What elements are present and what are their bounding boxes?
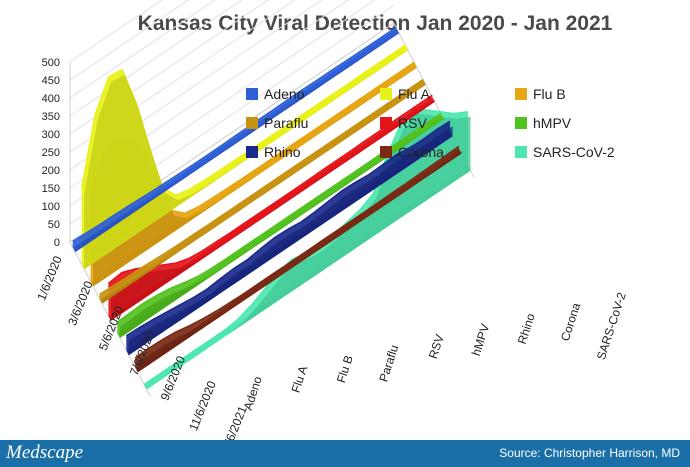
y-axis-ticks: 0 50 100 150 200 250 300 350 400 450 500 xyxy=(42,57,60,249)
gridline xyxy=(69,0,163,63)
legend-swatch xyxy=(246,88,258,100)
series-front-face xyxy=(119,118,444,339)
date-tick-label: 11/6/2020 xyxy=(186,379,219,433)
legend-label: Flu B xyxy=(533,86,566,102)
series-base xyxy=(72,28,399,253)
legend-item: hMPV xyxy=(515,115,572,131)
series-line xyxy=(125,120,451,337)
series-axis-label: Flu B xyxy=(334,354,356,385)
legend-swatch xyxy=(246,117,258,129)
legend-swatch xyxy=(380,88,392,100)
y-tick-label: 450 xyxy=(42,75,60,87)
series-axis-label: Rhino xyxy=(515,311,538,345)
series-axis-labels: Adeno Flu A Flu B Paraflu RSV hMPV Rhino Corona… xyxy=(241,290,629,412)
series-front-face xyxy=(102,84,426,304)
gridline xyxy=(69,0,216,99)
series-axis-label: SARS-CoV-2 xyxy=(594,290,629,361)
series-base xyxy=(135,148,462,373)
series-line xyxy=(99,78,424,296)
series-front-face xyxy=(111,100,435,321)
floor-side-edge xyxy=(69,241,151,397)
y-tick-label: 100 xyxy=(42,201,60,213)
series-ribbon-flu-a xyxy=(80,44,408,270)
series-ribbons xyxy=(72,26,471,390)
legend-label: hMPV xyxy=(533,115,572,131)
y-tick-label: 50 xyxy=(48,219,60,231)
legend-swatch xyxy=(246,146,258,158)
series-front-face xyxy=(128,126,453,356)
series-area xyxy=(126,121,451,351)
series-axis-label: Adeno xyxy=(241,374,265,412)
series-axis-label: RSV xyxy=(426,333,447,361)
y-tick-label: 250 xyxy=(42,147,60,159)
legend-item: Flu A xyxy=(380,86,431,102)
series-front-face xyxy=(84,50,408,270)
series-line xyxy=(72,26,397,243)
legend-swatch xyxy=(380,146,392,158)
legend-item: Flu B xyxy=(515,86,566,102)
legend-label: Adeno xyxy=(264,86,305,102)
date-tick-label: 1/6/2020 xyxy=(34,254,65,303)
y-tick-label: 150 xyxy=(42,183,60,195)
y-tick-label: 500 xyxy=(42,57,60,69)
series-area xyxy=(135,146,459,368)
legend-item: RSV xyxy=(380,115,427,131)
legend-item: Rhino xyxy=(246,144,301,160)
series-axis-label: Corona xyxy=(558,301,584,343)
chart-canvas: Kansas City Viral Detection Jan 2020 - J… xyxy=(34,0,629,440)
series-ribbon-rsv xyxy=(107,94,435,321)
legend: Adeno Flu A Flu B Paraflu RSV hMPV Rhino Corona… xyxy=(246,86,615,160)
y-tick-label: 300 xyxy=(42,129,60,141)
series-ribbon-corona xyxy=(134,145,462,373)
series-axis-label: hMPV xyxy=(469,322,492,357)
series-base xyxy=(99,79,426,304)
legend-label: Rhino xyxy=(264,144,301,160)
legend-label: Paraflu xyxy=(264,115,308,131)
legend-swatch xyxy=(515,146,527,158)
date-tick-label: 3/6/2020 xyxy=(65,279,96,328)
legend-swatch xyxy=(380,117,392,129)
series-axis-label: Flu A xyxy=(289,364,311,394)
y-tick-label: 0 xyxy=(54,237,60,249)
series-front-face xyxy=(75,32,400,253)
legend-label: SARS-CoV-2 xyxy=(533,144,615,160)
series-axis-label: Paraflu xyxy=(376,343,401,383)
series-line xyxy=(134,145,460,359)
series-ribbon-adeno xyxy=(72,26,400,253)
legend-swatch xyxy=(515,88,527,100)
legend-label: Flu A xyxy=(398,86,431,102)
legend-item: Adeno xyxy=(246,86,305,102)
series-front-face xyxy=(93,67,417,287)
brand-logo: Medscape xyxy=(6,442,84,463)
gridline xyxy=(69,0,190,81)
source-credit: Source: Christopher Harrison, MD xyxy=(499,446,680,460)
y-tick-label: 400 xyxy=(42,93,60,105)
legend-label: Corona xyxy=(398,144,444,160)
legend-item: Paraflu xyxy=(246,115,308,131)
chart-title: Kansas City Viral Detection Jan 2020 - J… xyxy=(138,12,613,35)
series-area xyxy=(108,95,433,316)
legend-label: RSV xyxy=(398,115,427,131)
footer-bar: Medscape Source: Christopher Harrison, M… xyxy=(0,440,690,467)
y-tick-label: 350 xyxy=(42,111,60,123)
series-ribbon-paraflu xyxy=(99,78,426,304)
series-front-face xyxy=(146,113,471,390)
y-tick-label: 200 xyxy=(42,165,60,177)
series-ribbon-hmpv xyxy=(116,112,444,339)
series-ribbon-rhino xyxy=(125,120,453,356)
legend-item: Corona xyxy=(380,144,444,160)
legend-item: SARS-CoV-2 xyxy=(515,144,615,160)
series-front-face xyxy=(137,151,462,373)
series-ribbon-flu-b xyxy=(89,61,417,287)
series-line xyxy=(107,94,433,285)
legend-swatch xyxy=(515,117,527,129)
